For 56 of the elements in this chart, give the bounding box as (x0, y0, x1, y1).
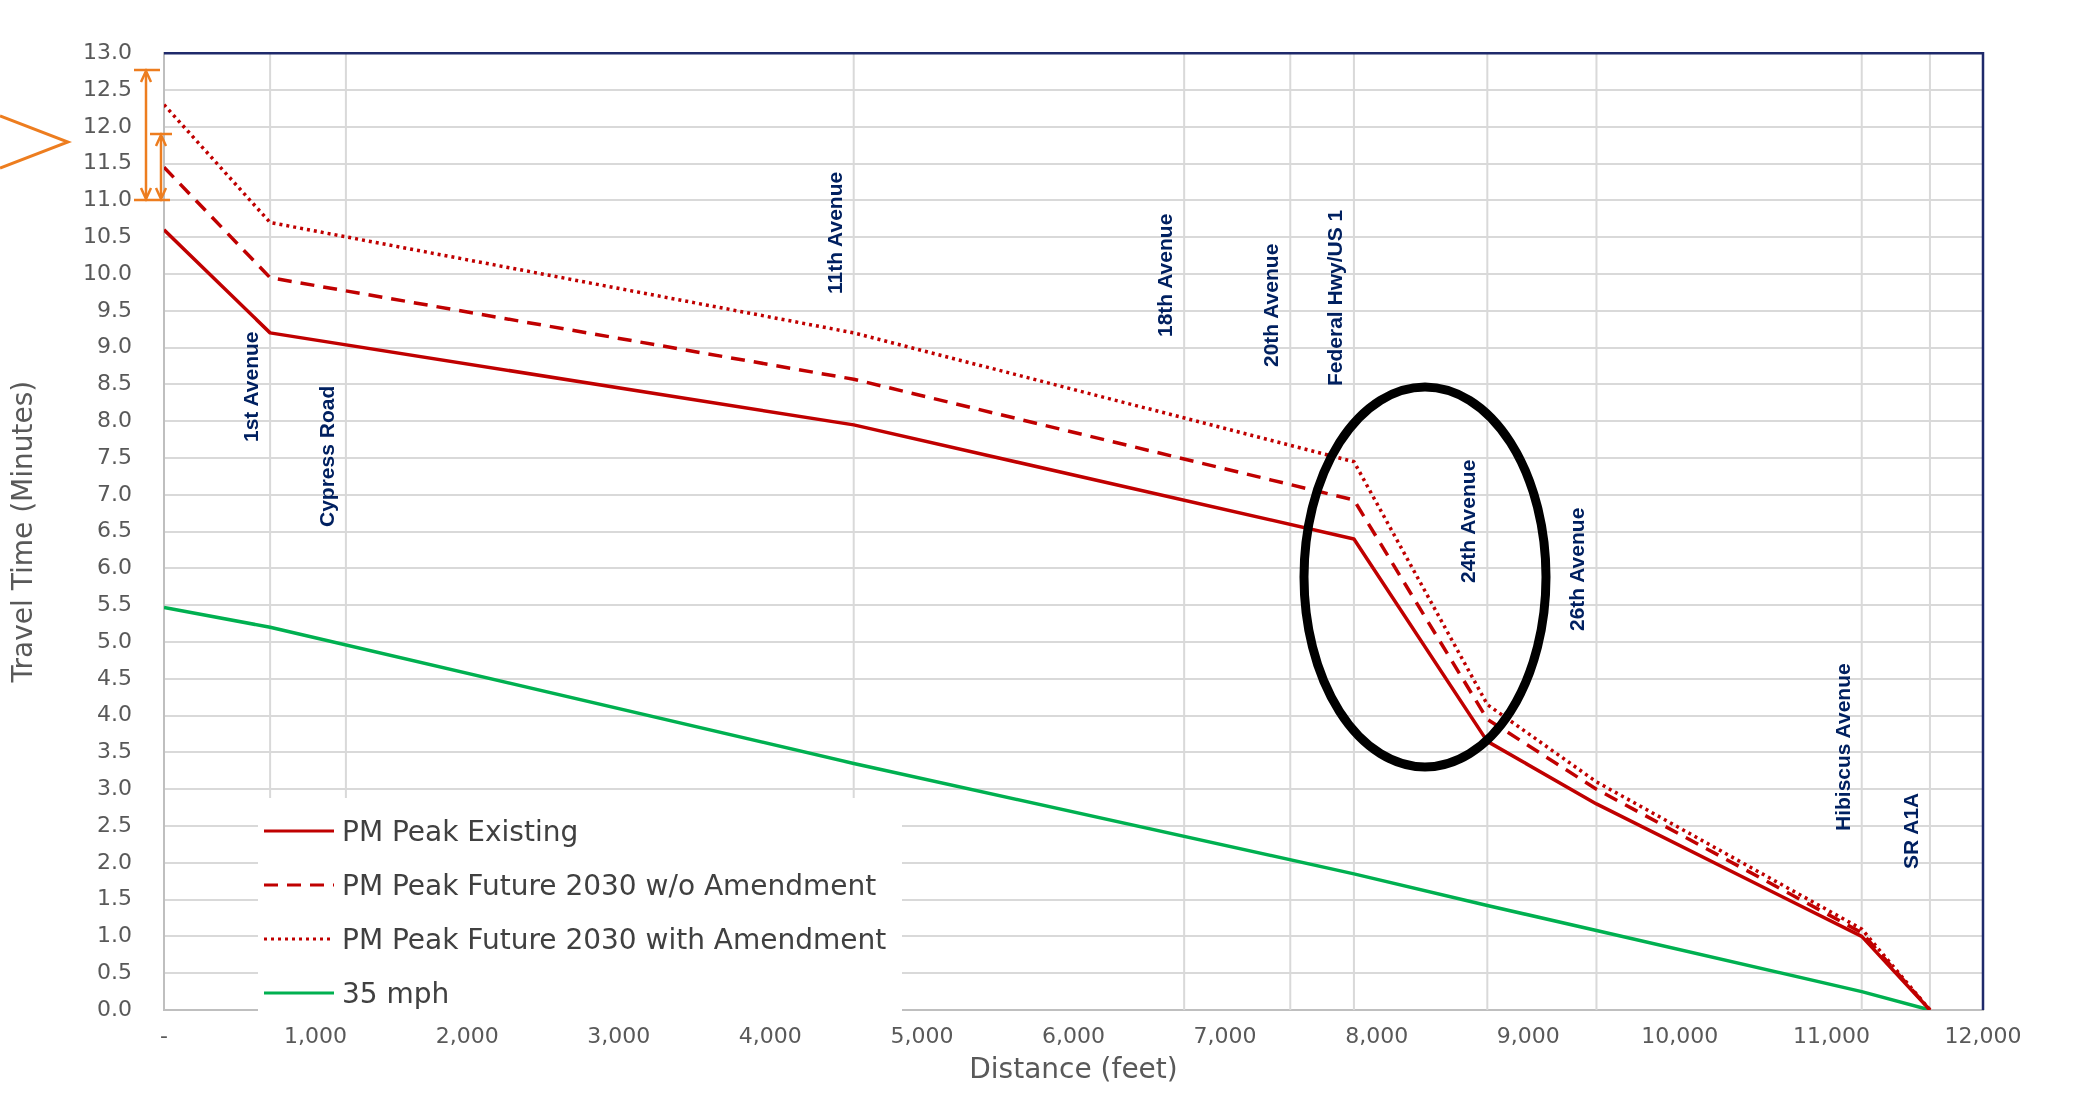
x-tick-label: 6,000 (1042, 1022, 1105, 1048)
y-tick-label: 10.5 (83, 222, 132, 248)
y-tick-label: 9.5 (97, 296, 132, 322)
y-tick-label: 13.0 (83, 38, 132, 64)
ref-line-label: Federal Hwy/US 1 (1322, 209, 1346, 386)
ref-line-label: 11th Avenue (822, 171, 846, 294)
y-tick-label: 1.5 (97, 885, 132, 911)
legend-label: PM Peak Existing (342, 814, 579, 848)
y-tick-label: 7.0 (97, 480, 132, 506)
legend-label: PM Peak Future 2030 with Amendment (342, 922, 887, 956)
x-tick-label: 7,000 (1193, 1022, 1257, 1048)
ref-line-label: SR A1A (1898, 792, 1922, 869)
ref-line-label: 26th Avenue (1565, 507, 1589, 631)
y-tick-label: 7.5 (97, 443, 132, 469)
y-tick-label: 10.0 (83, 259, 132, 285)
x-tick-label: 9,000 (1496, 1022, 1560, 1048)
y-axis-title: Travel Time (Minutes) (6, 380, 40, 684)
y-tick-label: 4.0 (97, 701, 132, 727)
y-tick-label: 6.0 (97, 554, 132, 580)
x-axis-title: Distance (feet) (969, 1052, 1178, 1086)
y-tick-label: 6.5 (97, 517, 132, 543)
y-tick-label: 8.5 (97, 370, 132, 396)
x-tick-label: 12,000 (1944, 1022, 2022, 1048)
x-tick-label: 5,000 (890, 1022, 954, 1048)
ref-line-label: Hibiscus Avenue (1830, 663, 1854, 831)
y-tick-label: 12.0 (83, 112, 132, 138)
ref-line-label: 1st Avenue (238, 331, 262, 442)
x-tick-label: - (160, 1022, 168, 1048)
legend-label: 35 mph (342, 976, 450, 1010)
legend-label: PM Peak Future 2030 w/o Amendment (342, 868, 877, 902)
y-tick-label: 3.0 (97, 774, 132, 800)
x-tick-label: 3,000 (587, 1022, 651, 1048)
y-tick-label: 12.5 (83, 75, 132, 101)
y-tick-label: 2.0 (97, 848, 132, 874)
ref-line-label: 24th Avenue (1456, 459, 1480, 583)
y-tick-label: 11.0 (83, 186, 132, 212)
y-tick-label: 8.0 (97, 406, 132, 432)
x-tick-label: 10,000 (1641, 1022, 1719, 1048)
y-tick-label: 4.5 (97, 664, 132, 690)
y-tick-label: 0.0 (97, 995, 132, 1021)
y-tick-label: 0.5 (97, 958, 132, 984)
ref-line-label: 20th Avenue (1259, 243, 1283, 367)
y-tick-label: 11.5 (83, 149, 132, 175)
x-tick-label: 1,000 (284, 1022, 348, 1048)
x-tick-label: 11,000 (1792, 1022, 1870, 1048)
x-tick-label: 4,000 (738, 1022, 802, 1048)
ref-line-label: Cypress Road (314, 385, 338, 527)
y-tick-label: 1.0 (97, 922, 132, 948)
y-tick-label: 2.5 (97, 811, 132, 837)
y-tick-label: 5.0 (97, 627, 132, 653)
y-tick-label: 9.0 (97, 333, 132, 359)
ref-line-label: 18th Avenue (1152, 213, 1176, 337)
x-tick-label: 8,000 (1345, 1022, 1409, 1048)
y-tick-label: 3.5 (97, 738, 132, 764)
x-tick-label: 2,000 (435, 1022, 499, 1048)
y-tick-label: 5.5 (97, 590, 132, 616)
